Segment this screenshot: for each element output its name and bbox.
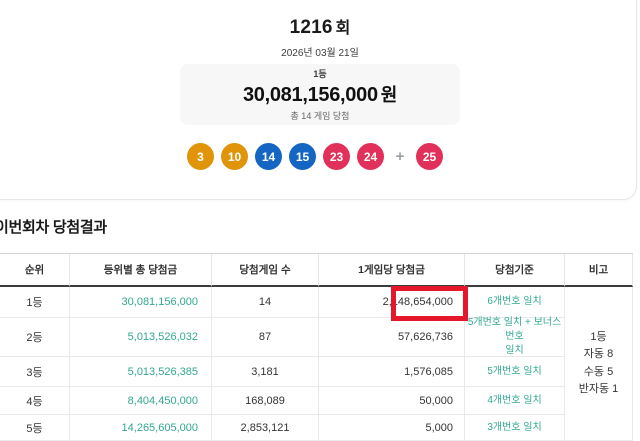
criteria-cell: 3개번호 일치 xyxy=(465,415,565,441)
per-game-prize-cell: 50,000 xyxy=(319,387,465,415)
round-title: 1216 회 xyxy=(0,14,640,39)
per-game-prize-cell: 2,148,654,000 xyxy=(319,287,465,318)
game-count-cell: 2,853,121 xyxy=(212,415,319,441)
lotto-ball: 3 xyxy=(187,143,214,170)
lotto-ball: 14 xyxy=(255,143,282,170)
criteria-cell: 4개번호 일치 xyxy=(465,387,565,415)
lotto-ball: 10 xyxy=(221,143,248,170)
lotto-ball: 23 xyxy=(323,143,350,170)
total-prize-cell: 5,013,526,032 xyxy=(70,318,212,357)
lotto-ball: 15 xyxy=(289,143,316,170)
prize-rank-label: 1등 xyxy=(313,69,327,79)
rank-cell: 5등 xyxy=(0,415,70,441)
per-game-prize-cell: 1,576,085 xyxy=(319,357,465,387)
per-game-prize-cell: 5,000 xyxy=(319,415,465,441)
column-header-6: 비고 xyxy=(565,254,633,287)
note-cell: 1등 자동 8 수동 5 반자동 1 xyxy=(565,287,633,441)
criteria-cell: 6개번호 일치 xyxy=(465,287,565,318)
rank-cell: 2등 xyxy=(0,318,70,357)
bonus-ball: 25 xyxy=(416,143,443,170)
column-header-3: 당첨게임 수 xyxy=(212,254,319,287)
column-header-1: 순위 xyxy=(0,254,70,287)
round-number: 1216 xyxy=(289,17,333,38)
winning-numbers: 3 10 14 15 23 24 +25 xyxy=(187,143,443,170)
column-header-5: 당첨기준 xyxy=(465,254,565,287)
total-prize-cell: 5,013,526,385 xyxy=(70,357,212,387)
rank-cell: 4등 xyxy=(0,387,70,415)
plus-separator: + xyxy=(395,148,405,165)
column-header-2: 등위별 총 당첨금 xyxy=(70,254,212,287)
prize-amount: 30,081,156,000 원 xyxy=(243,81,397,107)
prize-amount-value: 30,081,156,000 xyxy=(242,84,378,106)
total-prize-cell: 30,081,156,000 xyxy=(70,287,212,318)
game-count-cell: 3,181 xyxy=(212,357,319,387)
game-count-cell: 14 xyxy=(212,287,319,318)
first-prize-box: 1등 30,081,156,000 원 총 14 게임 당첨 xyxy=(180,64,460,125)
draw-date: 2026년 03월 21일 xyxy=(281,48,359,59)
results-section-title: 이번회차 당첨결과 xyxy=(0,219,107,236)
results-table: 순위 등위별 총 당첨금 당첨게임 수 1게임당 당첨금 당첨기준 비고 1등 30,081,… xyxy=(0,253,633,441)
round-suffix: 회 xyxy=(335,20,351,37)
prize-winners-note: 총 14 게임 당첨 xyxy=(290,111,350,121)
game-count-cell: 168,089 xyxy=(212,387,319,415)
prize-currency: 원 xyxy=(380,85,398,105)
rank-cell: 3등 xyxy=(0,357,70,387)
column-header-4: 1게임당 당첨금 xyxy=(319,254,465,287)
criteria-cell: 5개번호 일치 xyxy=(465,357,565,387)
total-prize-cell: 14,265,605,000 xyxy=(70,415,212,441)
total-prize-cell: 8,404,450,000 xyxy=(70,387,212,415)
per-game-prize-cell: 57,626,736 xyxy=(319,318,465,357)
lotto-ball: 24 xyxy=(357,143,384,170)
criteria-cell: 5개번호 일치 + 보너스번호 일치 xyxy=(465,317,565,357)
rank-cell: 1등 xyxy=(0,287,70,318)
game-count-cell: 87 xyxy=(212,318,319,357)
